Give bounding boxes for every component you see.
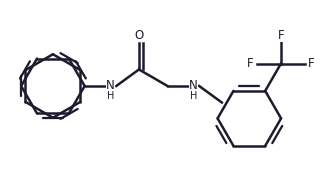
Text: N: N: [106, 78, 115, 91]
Text: F: F: [247, 57, 253, 70]
Text: N: N: [189, 78, 198, 91]
Text: F: F: [278, 29, 284, 42]
Text: H: H: [107, 91, 114, 101]
Text: O: O: [134, 29, 144, 42]
Text: F: F: [308, 57, 315, 70]
Text: H: H: [190, 91, 197, 101]
